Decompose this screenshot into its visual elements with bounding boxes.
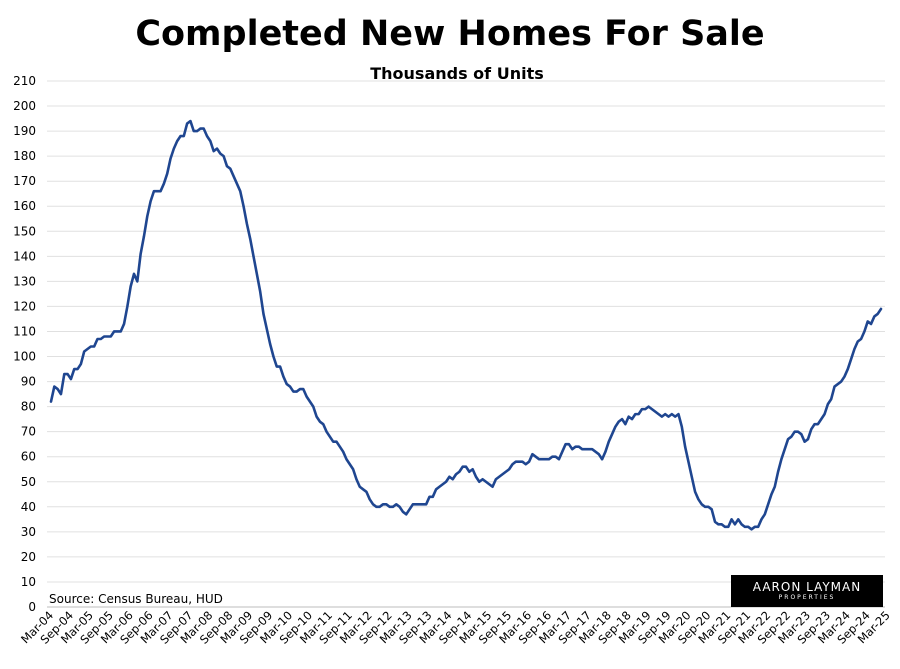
y-tick-label: 70 [21, 425, 36, 439]
y-tick-label: 90 [21, 375, 36, 389]
y-tick-label: 170 [13, 174, 36, 188]
y-tick-label: 140 [13, 249, 36, 263]
y-tick-label: 60 [21, 450, 36, 464]
y-tick-label: 80 [21, 400, 36, 414]
y-tick-label: 200 [13, 99, 36, 113]
y-tick-label: 10 [21, 575, 36, 589]
y-tick-label: 100 [13, 350, 36, 364]
y-tick-label: 30 [21, 525, 36, 539]
y-tick-label: 20 [21, 550, 36, 564]
y-axis-ticks: 0 10 20 30 40 50 60 70 80 90 100 110 120 130 140 150 160… [13, 74, 36, 614]
y-tick-label: 190 [13, 124, 36, 138]
series-line [49, 119, 883, 531]
logo-line1: AARON LAYMAN [752, 580, 862, 594]
logo-line2: PROPERTIES [778, 594, 836, 601]
y-tick-label: 50 [21, 475, 36, 489]
chart-subtitle: Thousands of Units [370, 64, 544, 83]
company-logo: AARON LAYMAN PROPERTIES [731, 575, 883, 607]
y-tick-label: 40 [21, 500, 36, 514]
y-tick-label: 210 [13, 74, 36, 88]
x-axis-ticks: Mar-04Sep-04Mar-05Sep-05Mar-06Sep-06Mar-… [18, 608, 893, 647]
y-tick-label: 0 [28, 600, 36, 614]
y-tick-label: 180 [13, 149, 36, 163]
gridlines [47, 80, 885, 608]
y-tick-label: 130 [13, 274, 36, 288]
chart-title: Completed New Homes For Sale [135, 14, 765, 54]
source-note: Source: Census Bureau, HUD [49, 592, 223, 606]
y-tick-label: 160 [13, 199, 36, 213]
y-tick-label: 110 [13, 324, 36, 338]
y-tick-label: 120 [13, 299, 36, 313]
y-tick-label: 150 [13, 224, 36, 238]
